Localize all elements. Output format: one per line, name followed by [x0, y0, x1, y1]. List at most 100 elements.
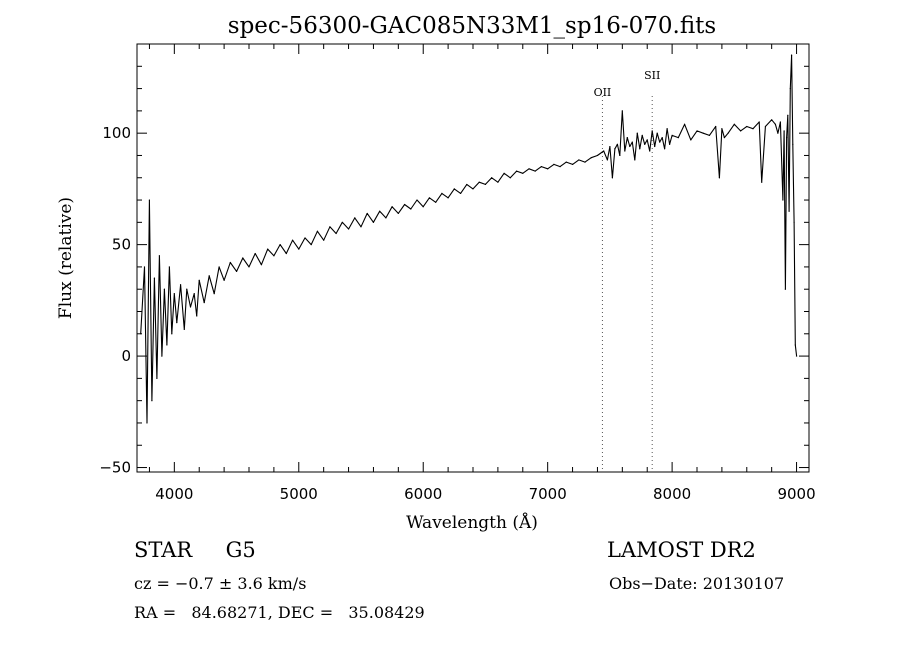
data-point	[721, 128, 723, 130]
data-point	[208, 275, 210, 277]
y-axis-label: Flux (relative)	[56, 197, 76, 319]
data-point	[666, 128, 668, 130]
x-tick-label: 9000	[777, 485, 815, 503]
data-point	[616, 143, 618, 145]
data-point	[629, 145, 631, 148]
data-point	[391, 206, 393, 208]
data-point	[649, 150, 651, 152]
data-point	[372, 221, 375, 223]
object-class: STAR G5	[134, 538, 256, 562]
data-point	[614, 148, 616, 150]
x-tick-label: 5000	[280, 485, 318, 503]
data-point	[213, 293, 215, 295]
data-point	[727, 132, 729, 134]
data-point	[153, 277, 156, 279]
data-point	[752, 128, 754, 130]
data-point	[146, 422, 148, 424]
data-point	[783, 130, 785, 132]
data-point	[435, 201, 437, 203]
y-tick-label: 100	[102, 124, 131, 142]
y-tick-label: −50	[99, 459, 131, 477]
data-point	[644, 143, 646, 145]
data-point	[641, 134, 643, 136]
data-point	[664, 148, 666, 150]
data-point	[661, 137, 663, 139]
data-point	[441, 192, 443, 194]
data-point	[323, 239, 325, 241]
x-tick-label: 4000	[155, 485, 193, 503]
data-point	[223, 279, 225, 281]
sky-coordinates: RA = 84.68271, DEC = 35.08429	[134, 603, 425, 622]
data-point	[422, 206, 424, 208]
data-point	[746, 125, 748, 128]
data-point	[696, 130, 698, 132]
data-point	[515, 170, 518, 172]
data-point	[503, 172, 505, 174]
data-point	[631, 141, 633, 143]
data-point	[329, 226, 331, 228]
data-point	[559, 166, 561, 168]
data-point	[158, 255, 160, 257]
data-point	[671, 134, 673, 136]
data-point	[403, 203, 406, 206]
data-point	[148, 199, 151, 201]
series-layer	[140, 54, 798, 424]
data-point	[260, 264, 263, 266]
data-point	[203, 301, 205, 304]
data-point	[784, 288, 786, 290]
x-tick-label: 7000	[529, 485, 567, 503]
redshift-velocity: cz = −0.7 ± 3.6 km/s	[134, 574, 307, 593]
data-point	[590, 157, 592, 159]
data-point	[341, 221, 343, 223]
data-point	[702, 132, 704, 134]
data-point	[509, 177, 511, 179]
data-point	[540, 166, 543, 168]
data-point	[143, 266, 146, 268]
data-point	[639, 148, 641, 150]
data-point	[596, 154, 599, 157]
data-point	[183, 328, 185, 330]
data-point	[677, 137, 679, 139]
data-point	[634, 159, 636, 161]
data-point	[718, 177, 721, 179]
data-point	[733, 123, 735, 125]
data-point	[636, 132, 638, 134]
data-point	[279, 244, 281, 246]
data-point	[316, 230, 319, 232]
data-point	[310, 244, 312, 246]
data-point	[466, 183, 468, 186]
data-point	[273, 255, 275, 257]
data-point	[161, 355, 163, 357]
data-point	[347, 228, 350, 230]
data-point	[335, 232, 337, 235]
emission-line-markers: OII SII	[594, 69, 660, 472]
data-point	[793, 221, 795, 223]
data-point	[758, 121, 760, 123]
data-point	[397, 212, 399, 215]
data-point	[163, 288, 165, 290]
survey-name: LAMOST DR2	[607, 538, 756, 562]
data-point	[193, 293, 195, 295]
x-tick-label: 6000	[404, 485, 442, 503]
data-point	[626, 137, 628, 139]
data-point	[621, 110, 623, 112]
data-point	[715, 125, 717, 128]
data-point	[789, 87, 791, 90]
data-point	[787, 114, 789, 116]
data-point	[291, 239, 294, 241]
data-point	[166, 344, 168, 346]
data-point	[151, 400, 153, 402]
data-point	[683, 123, 686, 125]
data-point	[774, 123, 777, 125]
data-point	[619, 154, 621, 157]
data-point	[522, 172, 524, 174]
data-point	[777, 132, 779, 134]
data-point	[571, 163, 574, 165]
data-point	[198, 279, 200, 281]
data-point	[584, 161, 586, 163]
data-point	[354, 217, 356, 219]
data-point	[739, 130, 742, 132]
data-point	[478, 181, 480, 183]
data-point	[298, 248, 300, 250]
